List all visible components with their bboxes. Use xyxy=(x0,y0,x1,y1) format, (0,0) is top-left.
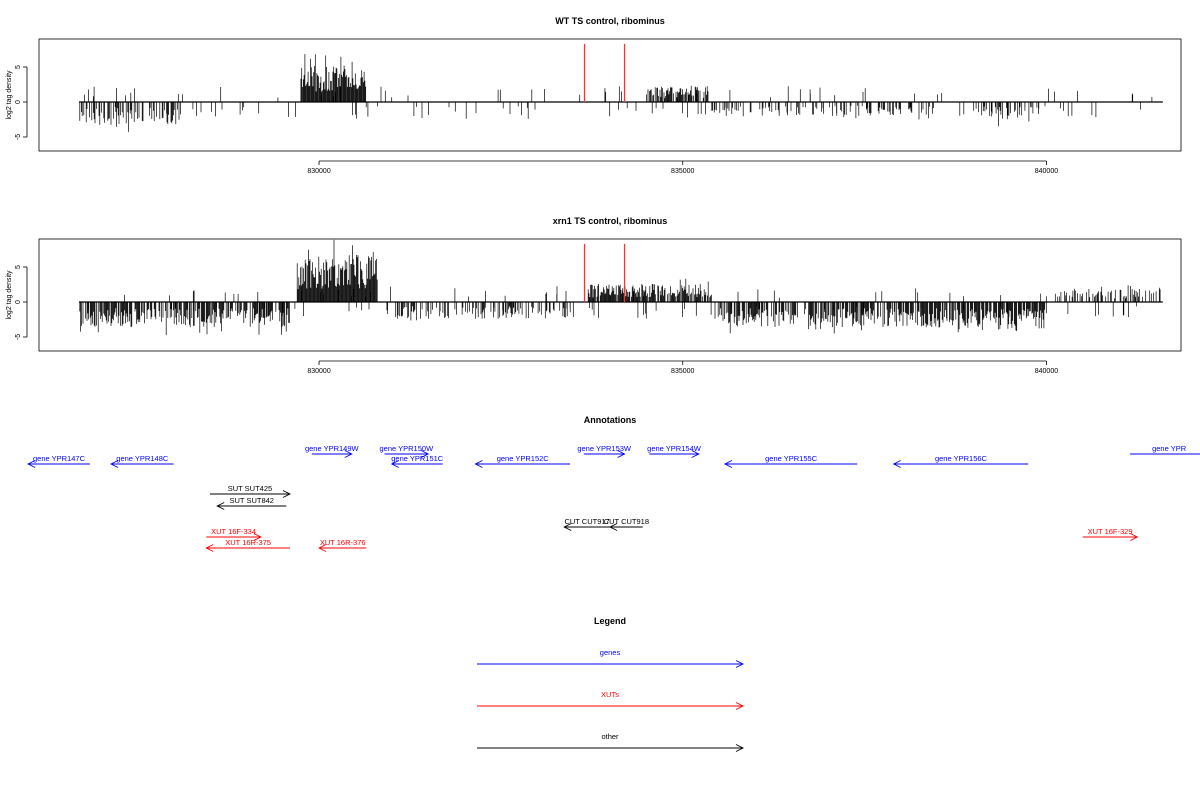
y-axis-label: log2 tag density xyxy=(6,270,13,320)
wt-coverage-panel: WT TS control, ribominus log2 tag densit… xyxy=(6,16,1182,175)
feature-label: CUT CUT917 xyxy=(564,517,609,526)
gene-feature: gene YPR xyxy=(1130,444,1200,455)
y-tick-label: 5 xyxy=(15,265,22,269)
legend-arrowhead xyxy=(735,702,745,710)
feature-label: CUT CUT918 xyxy=(604,517,649,526)
xut-feature: XUT 16R-375 xyxy=(205,538,290,552)
strand-arrowhead xyxy=(1130,533,1139,541)
plot-frame xyxy=(38,238,1182,352)
gene-feature: gene YPR155C xyxy=(723,454,858,468)
panel-title: WT TS control, ribominus xyxy=(555,16,665,26)
plot-frame xyxy=(38,38,1182,152)
feature-label: gene YPR151C xyxy=(391,454,444,463)
plot-area: -5 0 5 830000 835000 840000 xyxy=(15,43,1163,175)
legend-item: other xyxy=(477,732,745,752)
strand-arrowhead xyxy=(390,460,399,468)
strand-arrowhead xyxy=(318,544,327,552)
legend: Legend genes XUTs other xyxy=(477,616,745,752)
plot-area: -5 0 5 830000 835000 840000 xyxy=(15,239,1163,375)
strand-arrowhead xyxy=(27,460,36,468)
strand-arrowhead xyxy=(617,450,626,458)
annotations-title: Annotations xyxy=(584,415,637,425)
gene-feature: gene YPR154W xyxy=(647,444,702,458)
feature-label: XUT 16R-376 xyxy=(320,538,366,547)
feature-label: gene YPR147C xyxy=(33,454,86,463)
other-feature: CUT CUT918 xyxy=(604,517,649,531)
legend-items: genes XUTs other xyxy=(477,648,745,752)
feature-label: SUT SUT425 xyxy=(228,484,272,493)
other-feature: SUT SUT842 xyxy=(216,496,287,510)
feature-label: XUT 16F-334 xyxy=(211,527,256,536)
gene-feature: gene YPR150W xyxy=(380,444,435,458)
feature-label: XUT 16F-329 xyxy=(1088,527,1133,536)
feature-label: gene YPR150W xyxy=(380,444,435,453)
x-tick-label: 835000 xyxy=(671,368,694,375)
legend-title: Legend xyxy=(594,616,626,626)
annotation-track: Annotations gene YPR147C gene YPR148Cgene… xyxy=(27,415,1200,552)
strand-arrowhead xyxy=(216,502,225,510)
feature-label: gene YPR152C xyxy=(497,454,550,463)
coverage-bars xyxy=(79,54,1153,132)
other-feature: SUT SUT425 xyxy=(209,484,291,498)
y-tick-label: -5 xyxy=(15,334,22,340)
legend-item: XUTs xyxy=(477,690,745,710)
strand-arrowhead xyxy=(563,523,572,531)
strand-arrowhead xyxy=(205,544,214,552)
strand-arrowhead xyxy=(253,533,262,541)
feature-label: gene YPR156C xyxy=(935,454,988,463)
y-tick-label: 5 xyxy=(15,65,22,69)
strand-arrowhead xyxy=(344,450,353,458)
gene-feature: gene YPR148C xyxy=(110,454,174,468)
x-tick-label: 835000 xyxy=(671,168,694,175)
gene-feature: gene YPR149W xyxy=(305,444,360,458)
xut-feature: XUT 16F-329 xyxy=(1082,527,1139,541)
annotation-features: gene YPR147C gene YPR148C gene YPR149W gene… xyxy=(27,444,1200,552)
strand-arrowhead xyxy=(420,450,430,458)
gene-feature: gene YPR152C xyxy=(474,454,570,468)
strand-arrowhead xyxy=(282,490,291,498)
feature-label: gene YPR149W xyxy=(305,444,360,453)
y-tick-label: 0 xyxy=(15,100,22,104)
legend-arrowhead xyxy=(735,744,745,752)
y-tick-label: 0 xyxy=(15,300,22,304)
x-tick-label: 840000 xyxy=(1035,368,1058,375)
strand-arrowhead xyxy=(723,460,733,468)
other-feature: CUT CUT917 xyxy=(563,517,610,531)
strand-arrowhead xyxy=(110,460,119,468)
feature-label: XUT 16R-375 xyxy=(225,538,271,547)
x-tick-label: 840000 xyxy=(1035,168,1058,175)
legend-label: genes xyxy=(600,648,621,657)
xut-feature: XUT 16R-376 xyxy=(318,538,367,552)
gene-feature: gene YPR153W xyxy=(577,444,632,458)
gene-feature: gene YPR147C xyxy=(27,454,90,468)
xrn1-coverage-panel: xrn1 TS control, ribominus log2 tag dens… xyxy=(6,216,1182,375)
feature-label: gene YPR148C xyxy=(116,454,169,463)
strand-arrowhead xyxy=(474,460,483,468)
gene-feature: gene YPR156C xyxy=(892,454,1029,468)
legend-label: XUTs xyxy=(601,690,619,699)
legend-arrowhead xyxy=(735,660,745,668)
coverage-bars xyxy=(79,239,1161,336)
strand-arrowhead xyxy=(892,460,901,468)
x-tick-label: 830000 xyxy=(307,368,330,375)
panel-title: xrn1 TS control, ribominus xyxy=(553,216,668,226)
legend-item: genes xyxy=(477,648,745,668)
feature-label: gene YPR154W xyxy=(647,444,702,453)
legend-label: other xyxy=(601,732,619,741)
xut-feature: XUT 16F-334 xyxy=(206,527,262,541)
y-axis-label: log2 tag density xyxy=(6,70,13,120)
feature-label: SUT SUT842 xyxy=(230,496,274,505)
x-tick-label: 830000 xyxy=(307,168,330,175)
feature-label: gene YPR xyxy=(1152,444,1187,453)
y-tick-label: -5 xyxy=(15,134,22,140)
feature-label: gene YPR155C xyxy=(765,454,818,463)
gene-feature: gene YPR151C xyxy=(390,454,444,468)
feature-label: gene YPR153W xyxy=(577,444,632,453)
strand-arrowhead xyxy=(691,450,700,458)
